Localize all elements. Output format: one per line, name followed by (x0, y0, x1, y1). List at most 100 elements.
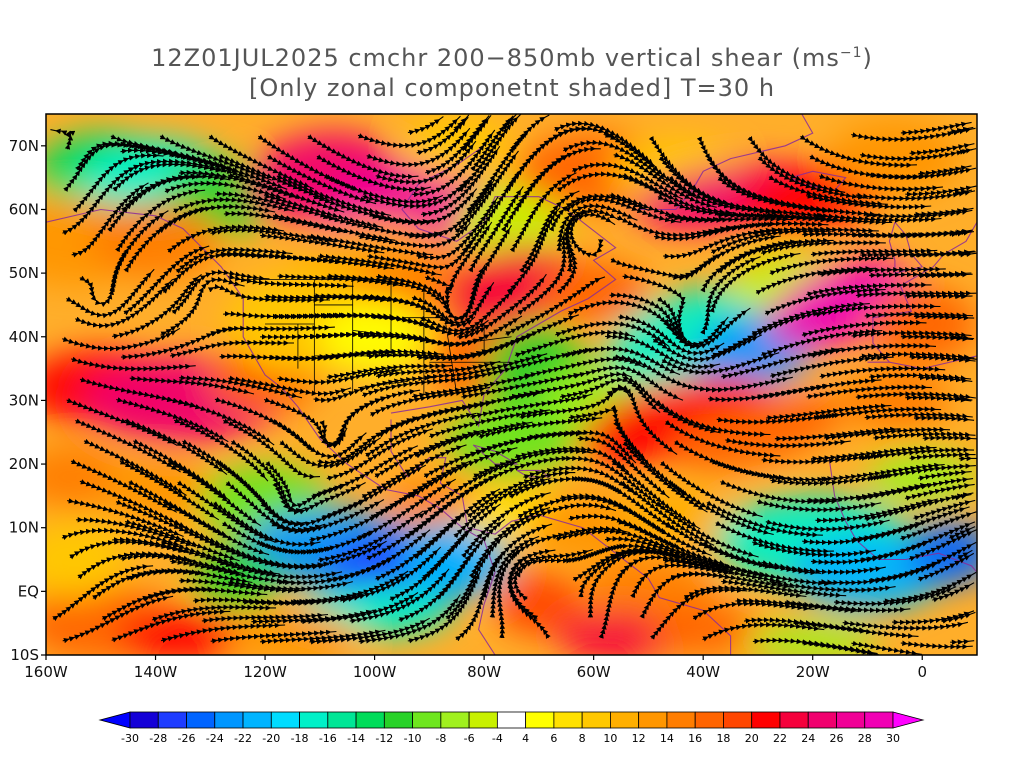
shade-region (100, 457, 211, 522)
streamline (958, 148, 977, 155)
streamline (769, 255, 894, 276)
colorbar-label: 26 (829, 732, 843, 745)
streamline (806, 282, 932, 297)
colorbar-swatch (355, 711, 385, 729)
lat-label: 30N (9, 391, 39, 409)
colorbar-swatch (638, 711, 668, 729)
streamline (922, 434, 977, 442)
streamline (918, 165, 972, 177)
streamline (851, 640, 923, 655)
streamline (453, 114, 470, 132)
streamline (228, 579, 353, 592)
streamline (950, 334, 975, 341)
streamline (50, 128, 76, 150)
lat-label: 10N (9, 519, 39, 537)
lat-label: EQ (18, 582, 39, 600)
chart-title-line1: 12Z01JUL2025 cmchr 200−850mb vertical sh… (151, 44, 873, 72)
streamline (747, 136, 846, 194)
streamline (756, 499, 882, 513)
streamline (761, 239, 886, 256)
longitude-axis: 160W 140W 120W 100W 80W 60W 40W 20W 0 (24, 655, 927, 681)
streamline (900, 121, 972, 136)
streamline (209, 324, 335, 337)
streamline (950, 638, 975, 645)
lon-label: 140W (134, 663, 178, 681)
colorbar-label: 16 (688, 732, 702, 745)
lon-label: 120W (243, 663, 287, 681)
colorbar-swatch (666, 711, 696, 729)
colorbar-swatch (751, 711, 781, 729)
lat-label: 10S (10, 646, 39, 664)
streamline (954, 189, 973, 196)
streamline (610, 252, 723, 280)
streamline (941, 611, 976, 624)
colorbar-swatch (807, 711, 837, 729)
streamline (958, 251, 977, 258)
streamline (815, 406, 942, 421)
streamline (799, 134, 917, 168)
streamline (932, 582, 975, 603)
colorbar-swatch (214, 711, 244, 729)
lat-label: 20N (9, 455, 39, 473)
streamline (376, 273, 471, 322)
colorbar-label: -20 (262, 732, 280, 745)
streamline (71, 356, 196, 372)
streamline (228, 375, 352, 397)
colorbar-label: -30 (121, 732, 139, 745)
streamline (904, 483, 975, 501)
colorbar-label: -4 (492, 732, 503, 745)
colorbar-swatch (694, 711, 724, 729)
streamline (913, 415, 975, 423)
colorbar-swatch (242, 711, 272, 729)
colorbar-swatch (383, 711, 413, 729)
colorbar-label: -22 (234, 732, 252, 745)
streamlines (50, 114, 977, 655)
colorbar-swatch (468, 711, 498, 729)
streamline (958, 354, 977, 361)
streamline (913, 207, 974, 218)
colorbar-label: 22 (773, 732, 787, 745)
lon-label: 60W (577, 663, 611, 681)
streamline (949, 126, 974, 135)
lon-label: 20W (796, 663, 830, 681)
colorbar-label: 6 (550, 732, 557, 745)
streamline (954, 395, 973, 402)
colorbar: -30 -28 -26 -24 -22 -20 -18 -16 -14 -12 -10 -8 -6 -4 4… (98, 711, 925, 745)
streamline (357, 115, 461, 149)
colorbar-swatch (496, 711, 527, 729)
streamline (810, 342, 937, 359)
lon-label: 160W (24, 663, 68, 681)
streamline (950, 230, 974, 238)
streamline (913, 499, 976, 521)
colorbar-label: -28 (149, 732, 167, 745)
streamline (819, 365, 946, 379)
streamline (461, 114, 492, 152)
streamline (819, 266, 946, 278)
lat-label: 40N (9, 328, 39, 346)
streamline (918, 271, 973, 279)
streamline (617, 215, 737, 238)
colorbar-swatch (270, 711, 300, 729)
streamline (909, 143, 975, 157)
lat-label: 70N (9, 137, 39, 155)
colorbar-under-arrow (98, 711, 131, 729)
colorbar-swatch (581, 711, 611, 729)
colorbar-label: -16 (319, 732, 337, 745)
colorbar-swatch (723, 711, 753, 729)
streamline (169, 339, 294, 359)
streamline (501, 114, 517, 131)
colorbar-swatch (864, 711, 894, 729)
streamline (918, 374, 973, 383)
streamline (510, 114, 550, 151)
streamline (918, 469, 972, 481)
shade-region (867, 285, 977, 363)
lon-label: 80W (467, 663, 501, 681)
streamline (949, 526, 976, 541)
streamline (307, 134, 419, 180)
streamline (815, 303, 941, 318)
colorbar-label: 14 (660, 732, 674, 745)
streamline (900, 640, 973, 650)
colorbar-label: -10 (404, 732, 422, 745)
colorbar-label: 4 (522, 732, 529, 745)
